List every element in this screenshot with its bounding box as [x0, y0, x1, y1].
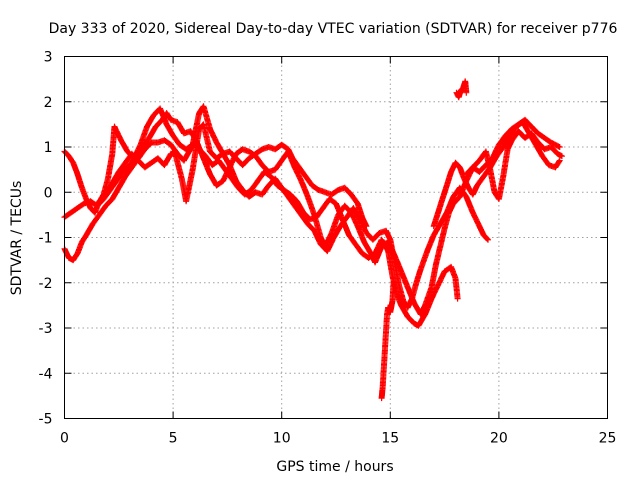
y-tick-label: 0 [44, 185, 53, 201]
x-tick-label: 20 [490, 431, 508, 447]
y-tick-labels: -5 -4 -3 -2 -1 0 1 2 3 [39, 50, 53, 428]
data-points [61, 78, 565, 402]
y-tick-label: 3 [44, 50, 53, 66]
x-tick-label: 0 [60, 431, 69, 447]
series-track-e [430, 119, 563, 230]
x-tick-label: 15 [381, 431, 399, 447]
axis-ticks [64, 56, 608, 419]
series-track-f [463, 128, 565, 202]
x-tick-label: 10 [273, 431, 291, 447]
x-tick-label: 5 [169, 431, 178, 447]
y-tick-label: -5 [39, 412, 53, 428]
x-axis-title: GPS time / hours [276, 459, 393, 475]
y-tick-label: -3 [39, 321, 53, 337]
chart-title: Day 333 of 2020, Sidereal Day-to-day VTE… [49, 21, 618, 37]
series-track-h [453, 78, 470, 101]
y-tick-label: 1 [44, 140, 53, 156]
scatter-points [378, 279, 397, 402]
y-tick-label: 2 [44, 95, 53, 111]
scatter-points [430, 119, 563, 230]
scatter-points [453, 78, 470, 101]
y-tick-label: -2 [39, 276, 53, 292]
series-track-g [378, 279, 397, 402]
x-tick-label: 25 [599, 431, 617, 447]
scatter-points [463, 128, 565, 202]
scatter-points [94, 103, 370, 230]
x-tick-labels: 0 5 10 15 20 25 [60, 431, 616, 447]
y-tick-label: -4 [39, 366, 53, 382]
y-tick-label: -1 [39, 231, 53, 247]
series-track-d [94, 103, 370, 230]
y-axis-title: SDTVAR / TECUs [9, 181, 25, 296]
